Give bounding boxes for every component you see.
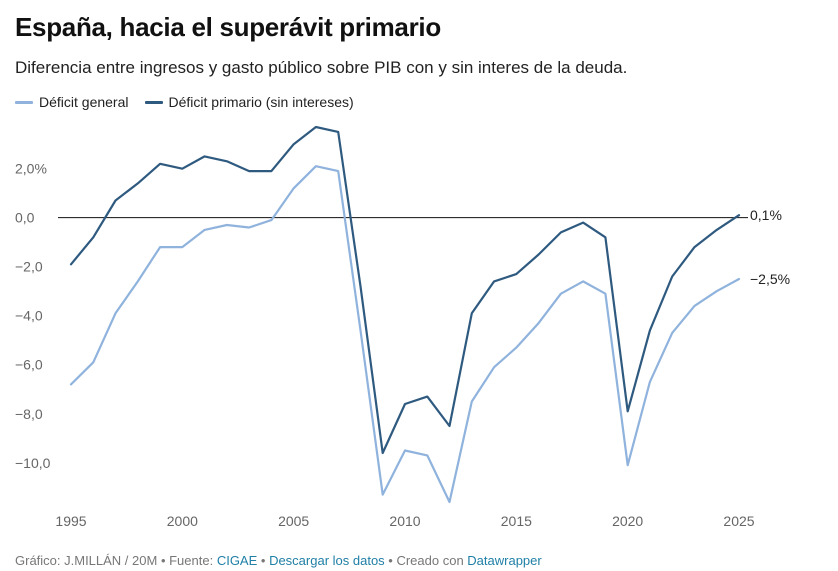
footer-credit: Gráfico: J.MILLÁN / 20M [15, 553, 158, 568]
legend-label-primario: Déficit primario (sin intereses) [168, 94, 354, 110]
legend-item-primario: Déficit primario (sin intereses) [144, 94, 354, 110]
legend-item-general: Déficit general [15, 94, 129, 110]
x-tick-label: 2000 [167, 513, 198, 529]
chart-title: España, hacia el superávit primario [15, 12, 441, 42]
end-label-primario: 0,1% [750, 207, 782, 223]
y-tick-label: −2,0 [15, 259, 43, 275]
y-tick-label: 0,0 [15, 210, 35, 226]
legend-swatch-primario [144, 100, 163, 104]
end-label-general: −2,5% [750, 271, 790, 287]
footer-sep-download: • [257, 553, 270, 568]
legend: Déficit general Déficit primario (sin in… [15, 94, 354, 110]
footer-sep-tool: • Creado con [384, 553, 468, 568]
x-tick-label: 2025 [723, 513, 754, 529]
footer: Gráfico: J.MILLÁN / 20M • Fuente: CIGAE … [15, 553, 542, 568]
download-data-link[interactable]: Descargar los datos [269, 553, 385, 568]
y-tick-label: −4,0 [15, 308, 43, 324]
legend-swatch-general [15, 100, 33, 104]
x-tick-label: 2015 [501, 513, 532, 529]
source-link[interactable]: CIGAE [216, 553, 258, 568]
x-tick-label: 2010 [389, 513, 420, 529]
series-line-general [69, 165, 741, 504]
x-tick-label: 2020 [612, 513, 643, 529]
x-tick-label: 2005 [278, 513, 309, 529]
y-tick-label: −10,0 [15, 455, 51, 471]
y-tick-label: 2,0% [15, 161, 47, 177]
footer-sep-source: • Fuente: [157, 553, 217, 568]
datawrapper-link[interactable]: Datawrapper [467, 553, 542, 568]
x-tick-label: 1995 [55, 513, 86, 529]
y-tick-label: −8,0 [15, 406, 43, 422]
series-line-primario [69, 125, 741, 455]
y-tick-label: −6,0 [15, 357, 43, 373]
legend-label-general: Déficit general [39, 94, 129, 110]
chart-subtitle: Diferencia entre ingresos y gasto públic… [15, 58, 628, 77]
